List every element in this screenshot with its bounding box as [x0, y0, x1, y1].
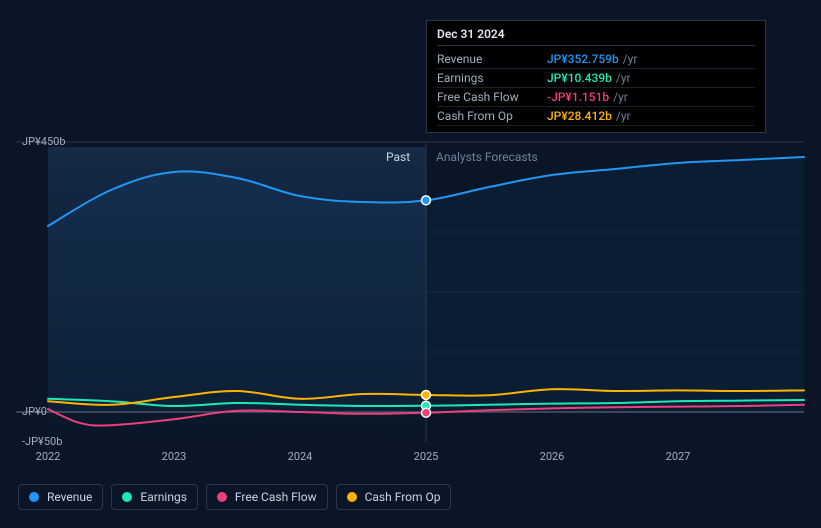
series-marker-revenue	[422, 196, 431, 205]
tooltip-row-value: JP¥10.439b	[547, 71, 612, 85]
tooltip-row: Free Cash Flow-JP¥1.151b/yr	[437, 88, 755, 107]
legend-swatch	[347, 492, 357, 502]
series-marker-cfo	[422, 390, 431, 399]
tooltip-row-label: Cash From Op	[437, 109, 547, 123]
legend: Revenue Earnings Free Cash Flow Cash From O…	[18, 484, 451, 510]
series-marker-fcf	[422, 408, 431, 417]
financials-chart[interactable]: Past Analysts Forecasts JP¥450b JP¥0 -JP¥5…	[0, 0, 821, 524]
tooltip-row-unit: /yr	[613, 90, 628, 104]
tooltip-row-label: Free Cash Flow	[437, 90, 547, 104]
legend-swatch	[29, 492, 39, 502]
legend-label: Cash From Op	[365, 490, 441, 504]
y-tick-label: -JP¥50b	[22, 435, 62, 448]
legend-item[interactable]: Revenue	[18, 484, 103, 510]
tooltip-date: Dec 31 2024	[437, 27, 755, 46]
legend-swatch	[122, 492, 132, 502]
x-tick-label: 2024	[288, 450, 313, 463]
legend-label: Revenue	[47, 490, 92, 504]
chart-tooltip: Dec 31 2024 RevenueJP¥352.759b/yrEarning…	[426, 20, 766, 133]
x-tick-label: 2022	[36, 450, 61, 463]
y-tick-label: JP¥450b	[22, 135, 66, 148]
legend-item[interactable]: Free Cash Flow	[206, 484, 328, 510]
forecast-section-label: Analysts Forecasts	[436, 150, 538, 164]
tooltip-row-label: Revenue	[437, 52, 547, 66]
tooltip-row: RevenueJP¥352.759b/yr	[437, 50, 755, 69]
x-tick-label: 2027	[666, 450, 691, 463]
tooltip-row: EarningsJP¥10.439b/yr	[437, 69, 755, 88]
legend-item[interactable]: Earnings	[111, 484, 198, 510]
tooltip-row-unit: /yr	[623, 52, 638, 66]
tooltip-row-unit: /yr	[616, 109, 631, 123]
legend-label: Earnings	[140, 490, 187, 504]
x-tick-label: 2026	[540, 450, 565, 463]
legend-item[interactable]: Cash From Op	[336, 484, 452, 510]
tooltip-row-value: JP¥352.759b	[547, 52, 619, 66]
legend-swatch	[217, 492, 227, 502]
tooltip-row-label: Earnings	[437, 71, 547, 85]
tooltip-row-unit: /yr	[616, 71, 631, 85]
tooltip-row: Cash From OpJP¥28.412b/yr	[437, 107, 755, 126]
legend-label: Free Cash Flow	[235, 490, 317, 504]
tooltip-row-value: -JP¥1.151b	[547, 90, 609, 104]
past-section-label: Past	[386, 150, 410, 164]
tooltip-row-value: JP¥28.412b	[547, 109, 612, 123]
x-tick-label: 2025	[414, 450, 439, 463]
y-tick-label: JP¥0	[22, 405, 47, 418]
x-tick-label: 2023	[162, 450, 187, 463]
